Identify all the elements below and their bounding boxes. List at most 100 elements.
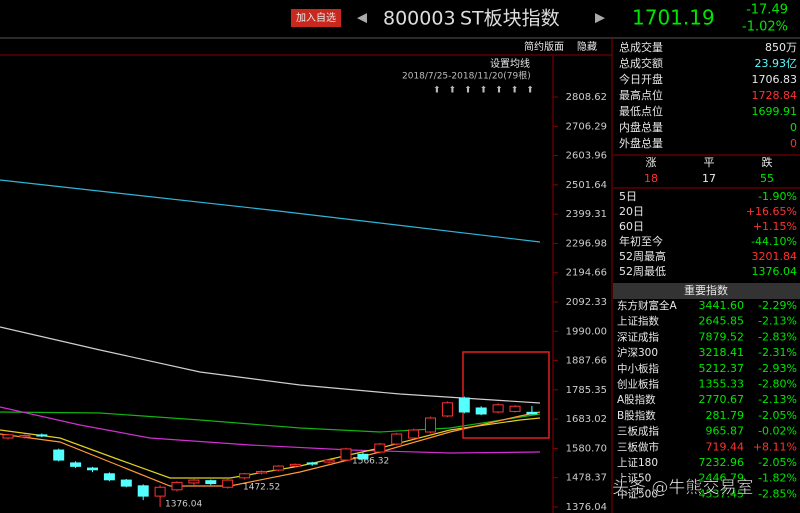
y-tick-label: 2501.64 [566, 180, 607, 191]
index-change: -2.85% [758, 487, 797, 500]
y-tick-label: 2296.98 [566, 238, 607, 249]
index-title-bar [613, 283, 800, 299]
ma-line [0, 179, 541, 243]
index-change: -2.93% [758, 362, 797, 375]
y-tick-label: 1887.66 [566, 356, 607, 367]
y-tick-label: 2808.62 [566, 92, 607, 103]
ma-setting[interactable]: 设置均线 [490, 57, 530, 70]
ma-line [0, 411, 541, 433]
next-arrow[interactable]: ▶ [595, 11, 605, 26]
period-value: 1376.04 [752, 265, 798, 278]
add-button-label[interactable]: 加入自选 [296, 11, 336, 24]
stat-label: 内盘总量 [619, 120, 663, 134]
index-price: 2645.85 [699, 315, 745, 328]
layout-toggle[interactable]: 简约版面 [524, 40, 564, 53]
candle-body [19, 434, 31, 438]
stat-label: 外盘总量 [619, 136, 663, 150]
index-price: 1355.33 [699, 378, 745, 391]
ma-line [0, 326, 541, 404]
candle-body [188, 479, 200, 484]
index-title: 重要指数 [684, 283, 728, 297]
stat-value: 1699.91 [752, 105, 798, 118]
index-price: 3441.60 [699, 299, 745, 312]
y-tick-label: 1990.00 [566, 326, 607, 337]
candle-body [70, 462, 82, 467]
price: 1701.19 [632, 6, 715, 30]
candle-body [137, 485, 149, 497]
index-change: -2.83% [758, 330, 797, 343]
stat-value: 23.93亿 [755, 57, 798, 70]
breadth-value: 17 [702, 172, 716, 185]
period-label: 60日 [619, 220, 644, 233]
period-label: 5日 [619, 190, 637, 203]
y-tick-label: 1478.37 [566, 473, 607, 484]
nav-arrows[interactable]: ⬆⬆⬆⬆⬆⬆⬆ [433, 86, 542, 96]
stat-label: 今日开盘 [619, 72, 663, 86]
ma-line [0, 411, 541, 487]
candle-body [205, 480, 217, 485]
index-price: 3218.41 [699, 346, 745, 359]
breadth-header: 平 [704, 156, 715, 169]
candle-body [87, 467, 98, 471]
change-pct: -1.02% [742, 20, 788, 35]
period-value: -44.10% [751, 235, 797, 248]
candle-body [306, 462, 318, 465]
index-name: 东方财富全A [617, 299, 677, 312]
index-name: ST板块指数 [460, 8, 560, 30]
change: -17.49 [746, 3, 788, 18]
index-name: A股指数 [617, 393, 656, 406]
stat-value: 1706.83 [752, 73, 798, 86]
stat-label: 最低点位 [619, 104, 663, 118]
index-name: 深证成指 [617, 330, 659, 343]
candle-body [509, 405, 521, 412]
y-tick-label: 1580.70 [566, 443, 607, 454]
candle-body [239, 473, 251, 479]
hide-toggle[interactable]: 隐藏 [577, 41, 597, 53]
stat-value: 1728.84 [752, 89, 798, 102]
candle-body [458, 397, 470, 413]
period-value: +16.65% [746, 205, 797, 218]
breadth-value: 55 [760, 172, 774, 185]
watermark: 头条 @牛熊交易室 [612, 478, 753, 498]
breadth-header: 涨 [646, 156, 657, 169]
y-tick-label: 2603.96 [566, 151, 607, 162]
stat-value: 0 [790, 121, 797, 134]
stat-label: 最高点位 [619, 88, 663, 102]
index-name: 三板做市 [617, 440, 659, 453]
index-price: 4537.45 [699, 487, 745, 500]
date-range: 2018/7/25-2018/11/20(79根) [402, 70, 531, 82]
candle-body [2, 434, 14, 439]
candle-body [492, 404, 504, 413]
highlight-box [462, 351, 550, 439]
index-price: 7232.96 [699, 456, 745, 469]
period-label: 52周最低 [619, 265, 666, 278]
index-change: +8.11% [753, 440, 797, 453]
y-tick-label: 2194.66 [566, 268, 607, 279]
candle-body [441, 402, 453, 417]
index-change: -2.05% [758, 456, 797, 469]
period-value: 3201.84 [752, 250, 798, 263]
index-name: 创业板指 [617, 378, 659, 391]
index-change: -0.02% [758, 425, 797, 438]
candle-body [53, 449, 65, 461]
candle-body [154, 486, 166, 497]
index-change: -2.31% [758, 346, 797, 359]
candle-body [289, 463, 301, 467]
index-name: 上证180 [617, 457, 658, 469]
y-tick-label: 2092.33 [566, 297, 607, 308]
add-button[interactable] [291, 9, 341, 27]
index-change: -1.82% [758, 472, 797, 485]
index-name: 沪深300 [617, 346, 658, 359]
breadth-value: 18 [644, 172, 658, 185]
prev-arrow[interactable]: ◀ [357, 11, 367, 26]
candle-body [256, 471, 267, 474]
index-name: 三板成指 [617, 425, 659, 438]
candle-body [391, 433, 403, 445]
candle-body [171, 481, 183, 491]
index-change: -2.29% [758, 299, 797, 312]
candle-body [103, 473, 115, 481]
index-name: 上证50 [617, 473, 651, 485]
price-annotation: 1376.04 [165, 500, 202, 510]
